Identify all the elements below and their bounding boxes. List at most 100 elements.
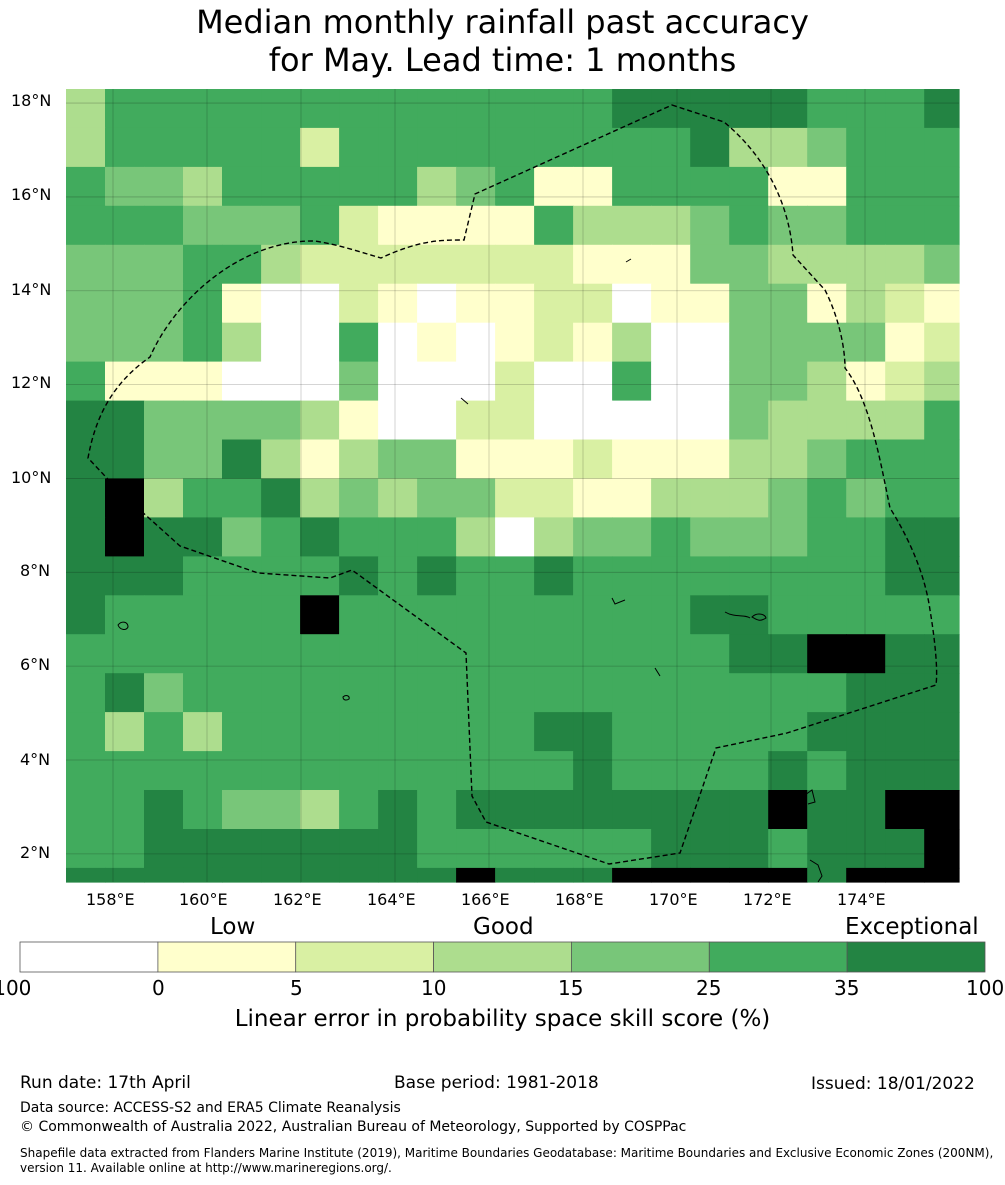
grid-cell	[300, 166, 340, 207]
grid-cell	[885, 439, 925, 479]
grid-cell	[105, 790, 145, 830]
grid-cell	[300, 478, 340, 518]
grid-cell	[612, 205, 652, 246]
grid-cell	[261, 361, 301, 402]
grid-cell	[261, 478, 301, 518]
grid-cell	[66, 244, 106, 285]
grid-cell	[768, 322, 808, 363]
grid-cell	[768, 517, 808, 557]
grid-cell	[222, 166, 262, 207]
grid-cell	[651, 127, 691, 168]
grid-cell	[534, 478, 574, 518]
grid-cell	[885, 556, 925, 596]
grid-cell	[144, 634, 184, 674]
grid-cell	[573, 712, 613, 752]
grid-cell	[846, 400, 886, 441]
island-outline	[751, 613, 767, 621]
grid-cell	[924, 712, 960, 752]
grid-cell	[456, 89, 496, 129]
grid-cell	[105, 89, 145, 129]
grid-cell	[573, 244, 613, 285]
grid-cell	[885, 790, 925, 830]
grid-cell	[612, 790, 652, 830]
grid-cell	[222, 634, 262, 674]
grid-cell	[339, 439, 379, 479]
grid-cell	[768, 127, 808, 168]
grid-cell	[534, 361, 574, 402]
grid-cell	[183, 556, 223, 596]
grid-cell	[729, 673, 769, 713]
grid-cell	[495, 166, 535, 207]
grid-cell	[222, 89, 262, 129]
grid-cell	[456, 478, 496, 518]
run-date: Run date: 17th April	[20, 1073, 191, 1093]
grid-cell	[105, 829, 145, 869]
island-outline	[804, 789, 816, 805]
grid-cell	[417, 751, 457, 791]
grid-cell	[105, 517, 145, 557]
grid-cell	[534, 673, 574, 713]
grid-cell	[807, 712, 847, 752]
lat-label: 4°N	[20, 750, 51, 769]
grid-cell	[495, 322, 535, 363]
grid-cell	[144, 361, 184, 402]
grid-cell	[222, 751, 262, 791]
grid-cell	[495, 89, 535, 129]
grid-cell	[612, 595, 652, 635]
grid-cell	[300, 283, 340, 324]
grid-cell	[534, 867, 574, 883]
grid-cell	[378, 634, 418, 674]
grid-cell	[612, 556, 652, 596]
grid-cell	[729, 283, 769, 324]
colorbar-tick: 10	[421, 976, 447, 1000]
grid-cell	[144, 829, 184, 869]
grid-cell	[222, 790, 262, 830]
grid-cell	[846, 517, 886, 557]
grid-cell	[651, 517, 691, 557]
grid-cell	[456, 244, 496, 285]
grid-cell	[573, 205, 613, 246]
grid-cell	[924, 361, 960, 402]
grid-cell	[729, 166, 769, 207]
grid-cell	[885, 478, 925, 518]
lat-label: 8°N	[20, 561, 51, 580]
grid-cell	[495, 556, 535, 596]
grid-cell	[885, 89, 925, 129]
grid-cell	[105, 127, 145, 168]
grid-cell	[807, 634, 847, 674]
grid-cell	[729, 556, 769, 596]
grid-cell	[768, 790, 808, 830]
grid-cell	[885, 127, 925, 168]
grid-cell	[378, 283, 418, 324]
grid-cell	[846, 867, 886, 883]
grid-cell	[924, 829, 960, 869]
grid-cell	[144, 283, 184, 324]
grid-cell	[612, 751, 652, 791]
colorbar-swatch	[295, 941, 435, 973]
grid-cell	[690, 556, 730, 596]
grid-cell	[417, 634, 457, 674]
copyright-notice: © Commonwealth of Australia 2022, Austra…	[20, 1119, 687, 1135]
grid-cell	[846, 244, 886, 285]
grid-cell	[378, 89, 418, 129]
grid-cell	[261, 89, 301, 129]
grid-cell	[66, 790, 106, 830]
grid-cell	[924, 556, 960, 596]
grid-cell	[768, 751, 808, 791]
grid-cell	[690, 867, 730, 883]
grid-cell	[534, 751, 574, 791]
grid-cell	[417, 283, 457, 324]
grid-cell	[417, 127, 457, 168]
grid-cell	[456, 751, 496, 791]
grid-cell	[495, 400, 535, 441]
grid-cell	[339, 127, 379, 168]
grid-cell	[885, 517, 925, 557]
grid-cell	[261, 751, 301, 791]
grid-cell	[573, 829, 613, 869]
grid-cell	[66, 556, 106, 596]
grid-cell	[612, 712, 652, 752]
grid-cell	[534, 244, 574, 285]
grid-cell	[300, 89, 340, 129]
colorbar-swatch	[708, 941, 848, 973]
grid-cell	[495, 634, 535, 674]
